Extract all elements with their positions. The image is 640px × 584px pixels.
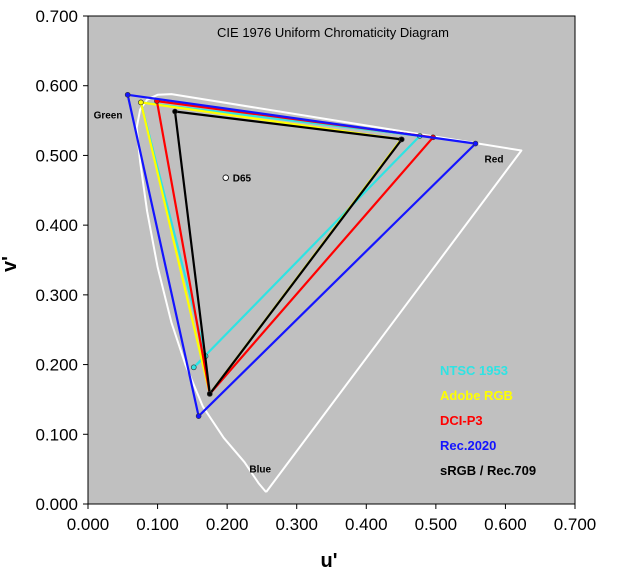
- legend: NTSC 1953 Adobe RGB DCI-P3 Rec.2020 sRGB / R…: [440, 363, 536, 478]
- series-4-point-1: [172, 108, 178, 115]
- point-label-1: Red: [485, 154, 504, 165]
- gamut-series: [124, 91, 479, 419]
- y-tick-label-7: 0.700: [35, 7, 78, 26]
- spectral-locus-line: [135, 93, 523, 493]
- y-tick-label-2: 0.200: [35, 356, 78, 375]
- spectral-locus: [135, 93, 523, 493]
- x-tick-label-5: 0.500: [415, 515, 458, 534]
- y-tick-label-1: 0.100: [35, 425, 78, 444]
- series-3-point-0: [472, 140, 479, 147]
- x-tick-label-7: 0.700: [554, 515, 597, 534]
- y-tick-label-3: 0.300: [35, 286, 78, 305]
- chart-title: CIE 1976 Uniform Chromaticity Diagram: [217, 25, 449, 40]
- series-1-point-1: [138, 99, 144, 106]
- x-tick-label-4: 0.400: [345, 515, 388, 534]
- y-tick-label-6: 0.600: [35, 77, 78, 96]
- legend-entry-3: Rec.2020: [440, 438, 496, 453]
- x-axis-title: u': [321, 550, 338, 572]
- x-tick-label-0: 0.000: [67, 515, 110, 534]
- legend-entry-1: Adobe RGB: [440, 388, 513, 403]
- series-4-point-0: [398, 136, 405, 143]
- axes: 0.000 0.100 0.200 0.300 0.400 0.500 0.600 0.700…: [35, 7, 596, 534]
- legend-entry-0: NTSC 1953: [440, 363, 508, 378]
- white-point-marker: [222, 174, 229, 181]
- legend-entry-4: sRGB / Rec.709: [440, 463, 536, 478]
- plot-background: [87, 15, 576, 505]
- series-3-point-1: [124, 91, 131, 98]
- series-line-3: [126, 93, 477, 418]
- y-tick-label-0: 0.000: [35, 495, 78, 514]
- point-label-2: Blue: [249, 465, 271, 476]
- point-label-0: Green: [94, 110, 123, 121]
- y-tick-label-4: 0.400: [35, 216, 78, 235]
- y-tick-label-5: 0.500: [35, 146, 78, 165]
- x-tick-label-1: 0.100: [136, 515, 179, 534]
- series-0-point-0: [190, 364, 197, 371]
- legend-entry-2: DCI-P3: [440, 413, 483, 428]
- series-3-point-2: [195, 413, 202, 419]
- x-tick-label-2: 0.200: [206, 515, 249, 534]
- x-tick-label-3: 0.300: [275, 515, 318, 534]
- x-tick-label-6: 0.600: [484, 515, 527, 534]
- series-line-4: [173, 110, 403, 395]
- y-axis-title: v': [0, 256, 21, 272]
- series-4-point-2: [206, 391, 213, 397]
- point-labels: Green Red Blue D65: [94, 110, 504, 475]
- white-point-label: D65: [233, 174, 252, 185]
